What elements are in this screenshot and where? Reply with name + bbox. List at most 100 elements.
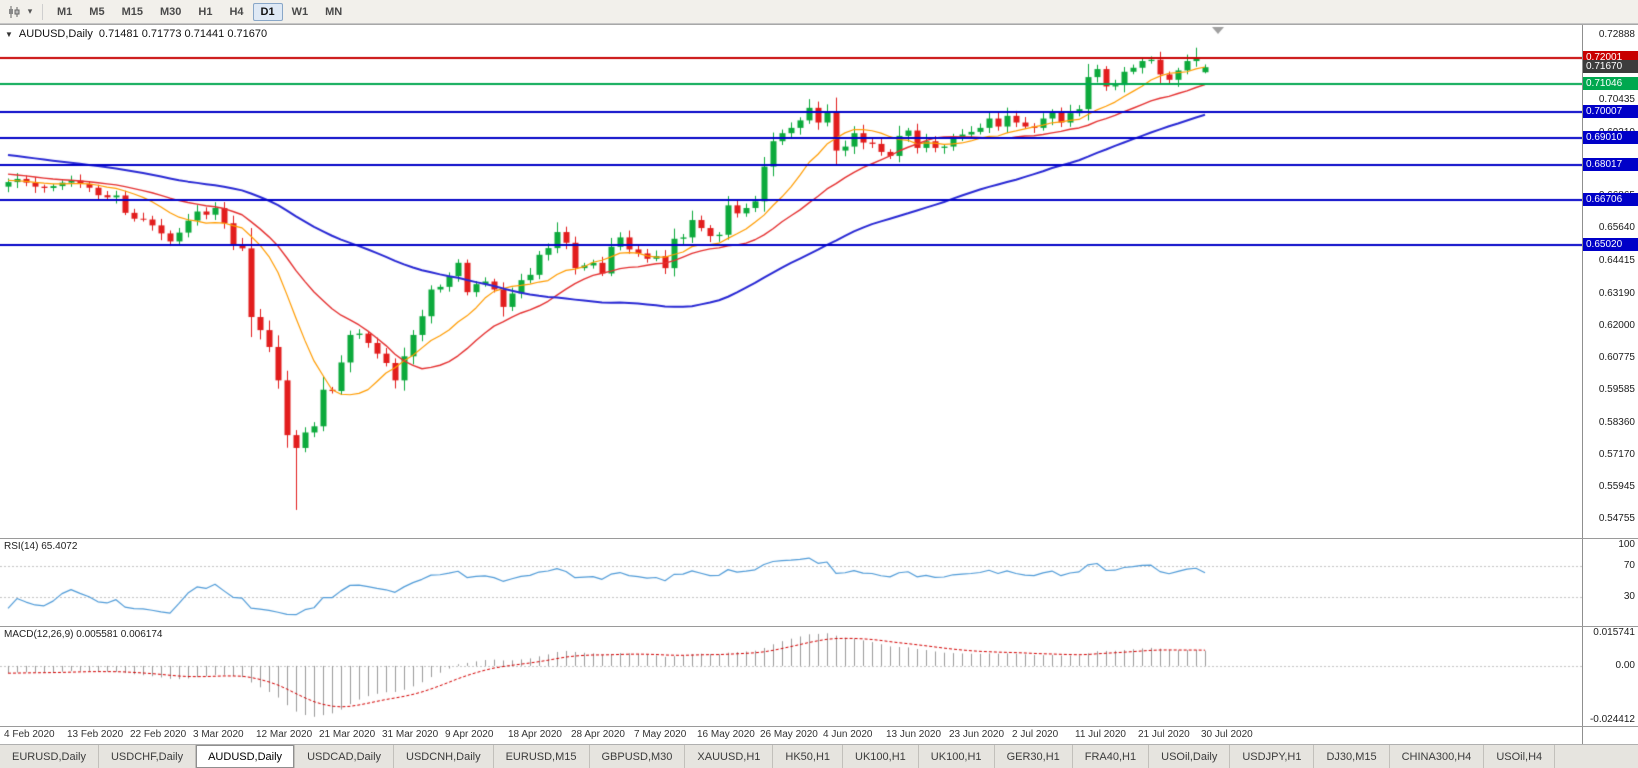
price-axis-label: 0.59585: [1598, 384, 1635, 396]
time-axis-label: 22 Feb 2020: [130, 729, 187, 740]
price-plot-area[interactable]: ▼ AUDUSD,Daily 0.71481 0.71773 0.71441 0…: [0, 25, 1582, 538]
time-axis-label: 21 Mar 2020: [319, 729, 376, 740]
support-price-box-5: 0.65020: [1583, 237, 1638, 251]
chart-tab-ger30-h1[interactable]: GER30,H1: [994, 745, 1073, 768]
rsi-axis[interactable]: 100 70 30: [1582, 539, 1638, 626]
rsi-plot-area[interactable]: RSI(14) 65.4072: [0, 539, 1582, 626]
time-axis-label: 21 Jul 2020: [1138, 729, 1190, 740]
price-axis-label: 0.72888: [1598, 28, 1635, 40]
timeframe-button-w1[interactable]: W1: [291, 5, 309, 18]
top-toolbar: ▾ M1 M5 M15 M30 H1 H4 D1 W1 MN: [0, 0, 1638, 24]
chart-tab-china300-h4[interactable]: CHINA300,H4: [1389, 745, 1485, 768]
chart-ohlc-values: 0.71481 0.71773 0.71441 0.71670: [98, 28, 268, 40]
time-axis-label: 2 Jul 2020: [1012, 729, 1059, 740]
time-axis-label: 4 Feb 2020: [4, 729, 55, 740]
timeframe-button-h4[interactable]: H4: [229, 5, 244, 18]
rsi-label: RSI(14) 65.4072: [4, 541, 78, 552]
chart-tab-usdchf-daily[interactable]: USDCHF,Daily: [98, 745, 197, 768]
current-price-box: 0.71670: [1583, 60, 1638, 74]
macd-axis-label: 0.00: [1615, 659, 1635, 671]
time-axis-label: 12 Mar 2020: [256, 729, 313, 740]
rsi-axis-label: 100: [1618, 539, 1635, 550]
timeframe-button-m15[interactable]: M15: [121, 5, 143, 18]
time-axis[interactable]: 4 Feb 2020 13 Feb 2020 22 Feb 2020 3 Mar 20…: [0, 726, 1638, 744]
time-axis-label: 28 Apr 2020: [571, 729, 625, 740]
price-chart-canvas[interactable]: [0, 25, 1582, 538]
rsi-axis-label: 30: [1623, 591, 1635, 603]
price-axis-label: 0.57170: [1598, 448, 1635, 460]
chart-type-icon[interactable]: [4, 3, 24, 21]
one-click-trading-icon[interactable]: ▼: [5, 29, 13, 39]
price-axis-label: 0.65640: [1598, 222, 1635, 234]
time-axis-label: 11 Jul 2020: [1075, 729, 1126, 740]
macd-plot-area[interactable]: MACD(12,26,9) 0.005581 0.006174: [0, 627, 1582, 726]
support-price-box-3: 0.68017: [1583, 157, 1638, 171]
time-axis-label: 9 Apr 2020: [445, 729, 494, 740]
chart-tab-xauusd-h1[interactable]: XAUUSD,H1: [685, 745, 774, 768]
time-axis-label: 3 Mar 2020: [193, 729, 244, 740]
timeframe-button-d1[interactable]: D1: [252, 2, 283, 21]
time-axis-label: 18 Apr 2020: [508, 729, 562, 740]
time-axis-label: 13 Jun 2020: [886, 729, 942, 740]
price-axis-label: 0.63190: [1598, 287, 1635, 299]
macd-axis[interactable]: 0.015741 0.00 -0.024412: [1582, 627, 1638, 726]
chart-tab-usdjpy-h1[interactable]: USDJPY,H1: [1230, 745, 1315, 768]
price-axis-label: 0.64415: [1598, 255, 1635, 267]
timeframe-button-mn[interactable]: MN: [325, 5, 343, 18]
time-axis-label: 23 Jun 2020: [949, 729, 1005, 740]
rsi-indicator-panel: RSI(14) 65.4072 100 70 30: [0, 538, 1638, 626]
price-axis-label: 0.70435: [1598, 94, 1635, 106]
timeframe-button-h1[interactable]: H1: [198, 5, 213, 18]
rsi-canvas[interactable]: [0, 539, 1582, 626]
chart-tab-audusd-daily[interactable]: AUDUSD,Daily: [196, 745, 296, 768]
chart-tab-eurusd-daily[interactable]: EURUSD,Daily: [0, 745, 99, 768]
chart-symbol-label: AUDUSD,Daily: [18, 28, 93, 40]
chart-title: ▼ AUDUSD,Daily 0.71481 0.71773 0.71441 0…: [5, 28, 267, 40]
price-axis-label: 0.55945: [1598, 481, 1635, 493]
chart-tab-uk100-h1[interactable]: UK100,H1: [843, 745, 919, 768]
support-price-box-2: 0.69010: [1583, 131, 1638, 145]
time-axis-label: 31 Mar 2020: [382, 729, 439, 740]
time-axis-label: 30 Jul 2020: [1201, 729, 1253, 740]
main-chart-panel: ▼ AUDUSD,Daily 0.71481 0.71773 0.71441 0…: [0, 25, 1638, 538]
chart-tab-usdcad-daily[interactable]: USDCAD,Daily: [295, 745, 395, 768]
chart-tab-usdcnh-daily[interactable]: USDCNH,Daily: [394, 745, 494, 768]
macd-axis-label: -0.024412: [1589, 714, 1635, 726]
chart-tab-bar: EURUSD,Daily USDCHF,Daily AUDUSD,Daily USDC…: [0, 744, 1638, 768]
support-price-box-1: 0.70007: [1583, 104, 1638, 118]
chart-window: ▼ AUDUSD,Daily 0.71481 0.71773 0.71441 0…: [0, 24, 1638, 744]
time-axis-label: 26 May 2020: [760, 729, 818, 740]
price-axis-label: 0.62000: [1598, 319, 1635, 331]
timeframe-button-m1[interactable]: M1: [57, 5, 73, 18]
time-axis-label: 13 Feb 2020: [67, 729, 124, 740]
chart-tab-fra40-h1[interactable]: FRA40,H1: [1072, 745, 1150, 768]
chart-tab-eurusd-m15[interactable]: EURUSD,M15: [493, 745, 590, 768]
time-axis-label: 4 Jun 2020: [823, 729, 873, 740]
macd-axis-label: 0.015741: [1593, 627, 1635, 638]
chart-tab-dj30-m15[interactable]: DJ30,M15: [1314, 745, 1390, 768]
timeframe-button-m30[interactable]: M30: [159, 5, 182, 18]
time-axis-label: 16 May 2020: [697, 729, 755, 740]
rsi-axis-label: 70: [1623, 559, 1635, 571]
toolbar-separator: [42, 3, 43, 20]
time-axis-label: 7 May 2020: [634, 729, 687, 740]
chart-tab-usoil-daily[interactable]: USOil,Daily: [1149, 745, 1231, 768]
chart-type-dropdown-icon[interactable]: ▾: [27, 6, 33, 16]
chart-tab-uk100-h1[interactable]: UK100,H1: [918, 745, 995, 768]
price-axis[interactable]: 0.728880.716600.704350.692100.679850.668…: [1582, 25, 1638, 538]
chart-tab-hk50-h1[interactable]: HK50,H1: [773, 745, 844, 768]
support-price-box-4: 0.66706: [1583, 192, 1638, 206]
timeframe-button-group: M1 M5 M15 M30 H1 H4 D1 W1 MN: [49, 2, 350, 21]
time-axis-corner: [1582, 727, 1583, 744]
macd-canvas[interactable]: [0, 627, 1582, 726]
macd-indicator-panel: MACD(12,26,9) 0.005581 0.006174 0.015741…: [0, 626, 1638, 726]
chart-tab-gbpusd-m30[interactable]: GBPUSD,M30: [589, 745, 686, 768]
macd-label: MACD(12,26,9) 0.005581 0.006174: [4, 629, 163, 640]
timeframe-button-m5[interactable]: M5: [89, 5, 105, 18]
price-axis-label: 0.60775: [1598, 352, 1635, 364]
chart-tab-usoil-h4[interactable]: USOil,H4: [1484, 745, 1556, 768]
price-axis-label: 0.58360: [1598, 416, 1635, 428]
price-axis-label: 0.54755: [1598, 513, 1635, 525]
green-level-price-box: 0.71046: [1583, 76, 1638, 90]
